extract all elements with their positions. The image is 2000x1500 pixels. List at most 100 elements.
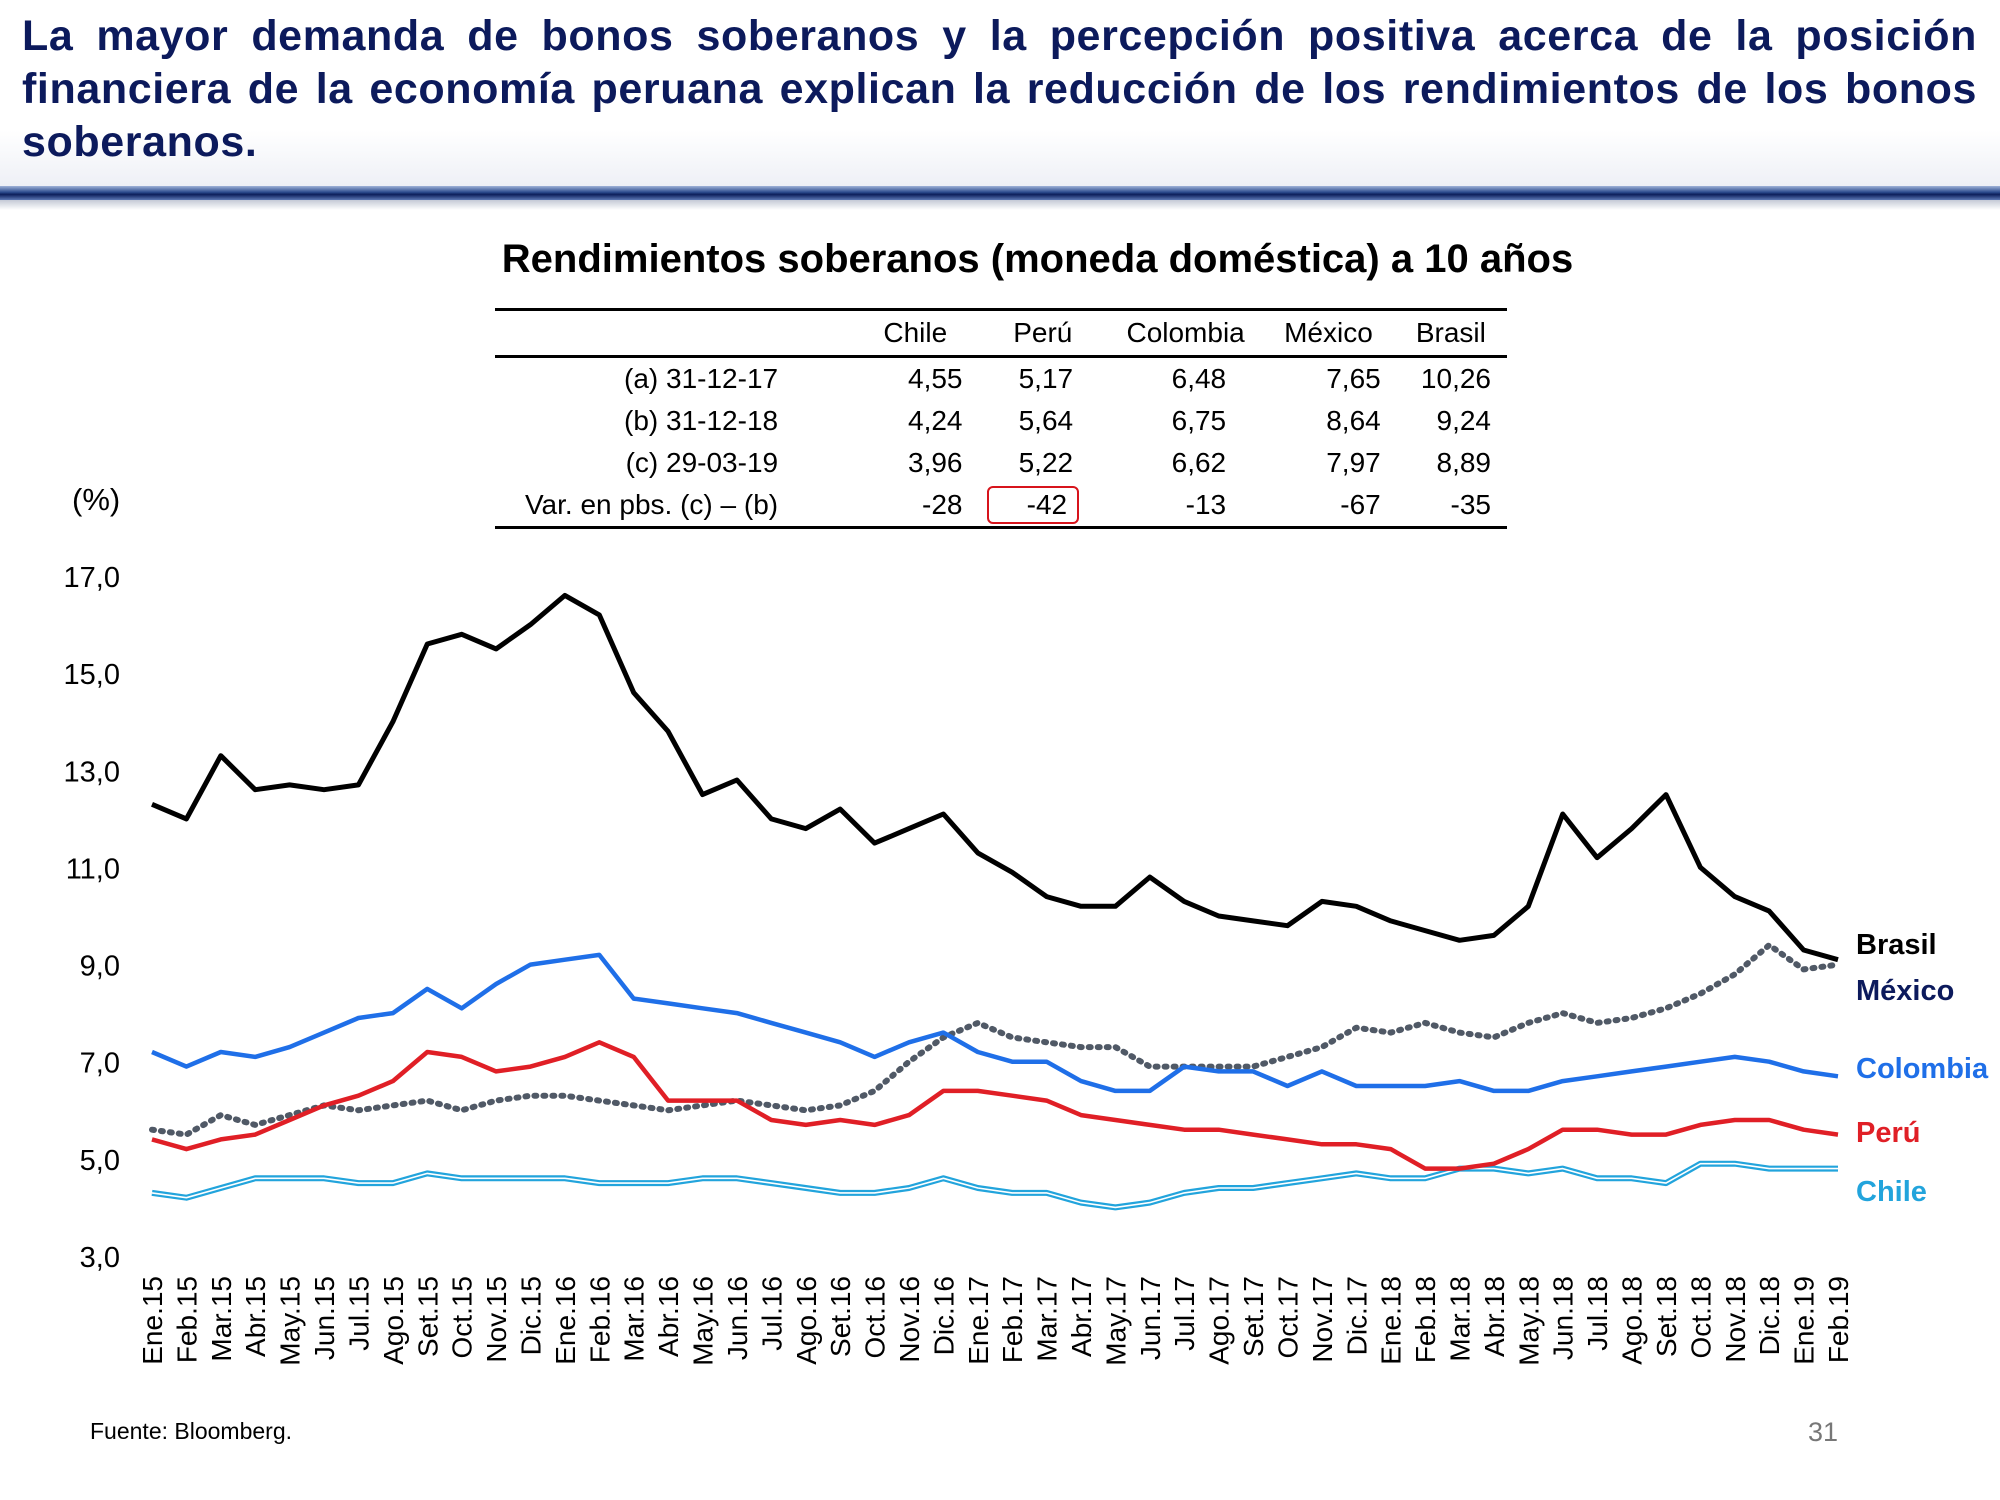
table-row: (c) 29-03-19 3,96 5,22 6,62 7,97 8,89 — [495, 442, 1507, 484]
x-tick-label: Abr.18 — [1479, 1276, 1510, 1357]
series-line-colombia — [151, 952, 1839, 1094]
slide-headline: La mayor demanda de bonos soberanos y la… — [22, 12, 1977, 166]
y-axis-unit-label: (%) — [72, 482, 121, 517]
x-tick-label: Feb.18 — [1410, 1276, 1441, 1363]
x-tick-label: Mar.15 — [206, 1276, 237, 1362]
table-cell: -28 — [854, 484, 977, 529]
page-number: 31 — [1808, 1417, 1839, 1447]
x-tick-label: May.17 — [1100, 1276, 1131, 1366]
series-labels: Brasil México Colombia Perú Chile — [1856, 929, 1989, 1208]
header-divider-shadow — [0, 200, 2000, 210]
series-lines — [149, 592, 1841, 1211]
x-tick-label: Set.18 — [1651, 1276, 1682, 1357]
slide-header: La mayor demanda de bonos soberanos y la… — [0, 0, 2000, 186]
col-header-brasil: Brasil — [1394, 308, 1507, 358]
x-tick-label: Ene.19 — [1789, 1276, 1820, 1365]
x-tick-label: Oct.16 — [860, 1276, 891, 1358]
series-line-mexico — [149, 942, 1841, 1138]
y-tick-label: 9,0 — [80, 951, 120, 983]
y-tick-label: 11,0 — [66, 853, 120, 885]
x-tick-label: Dic.17 — [1341, 1276, 1372, 1355]
yields-summary-table: Chile Perú Colombia México Brasil (a) 31… — [495, 308, 1507, 529]
x-tick-label: Feb.17 — [997, 1276, 1028, 1363]
y-tick-label: 7,0 — [80, 1048, 120, 1080]
table-cell: 3,96 — [908, 447, 963, 478]
table-cell-highlight: -42 — [976, 484, 1110, 529]
table-cell: 5,22 — [1018, 447, 1074, 478]
table-cell: 9,24 — [1436, 405, 1492, 436]
table-row: Var. en pbs. (c) – (b) -28 -42 -13 -67 -… — [495, 484, 1507, 529]
series-label-colombia: Colombia — [1856, 1053, 1989, 1085]
x-tick-label: Jul.15 — [343, 1276, 374, 1351]
col-header-chile: Chile — [854, 308, 977, 358]
x-tick-label: Feb.16 — [584, 1276, 615, 1363]
table-cell: 6,62 — [1171, 447, 1227, 478]
col-header-colombia: Colombia — [1109, 308, 1263, 358]
series-label-chile: Chile — [1856, 1176, 1927, 1208]
source-note: Fuente: Bloomberg. — [90, 1418, 293, 1444]
x-tick-label: May.15 — [275, 1276, 306, 1366]
table-cell: 10,26 — [1420, 363, 1491, 394]
x-tick-label: Abr.17 — [1066, 1276, 1097, 1357]
x-tick-label: Feb.15 — [171, 1276, 202, 1363]
x-tick-label: Ene.16 — [550, 1276, 581, 1365]
row-label: (a) 31-12-17 — [624, 363, 779, 394]
table-cell: 7,97 — [1326, 447, 1381, 478]
table-cell: 8,64 — [1326, 405, 1381, 436]
x-tick-label: Jul.18 — [1582, 1276, 1613, 1351]
y-tick-label: 3,0 — [80, 1242, 120, 1274]
x-tick-label: May.16 — [688, 1276, 719, 1366]
x-tick-label: Jun.15 — [309, 1276, 340, 1360]
x-tick-label: Jun.18 — [1548, 1276, 1579, 1360]
table-corner-cell — [495, 308, 855, 358]
chart-title-wrapper: Rendimientos soberanos (moneda doméstica… — [0, 237, 1920, 282]
x-tick-label: Dic.16 — [928, 1276, 959, 1355]
series-label-brasil: Brasil — [1856, 929, 1937, 961]
table-cell: -13 — [1109, 484, 1263, 529]
x-tick-label: Mar.18 — [1445, 1276, 1476, 1362]
x-tick-label: Dic.15 — [515, 1276, 546, 1355]
row-label: (c) 29-03-19 — [625, 447, 779, 478]
x-tick-label: Nov.18 — [1720, 1276, 1751, 1363]
x-tick-label: Ago.15 — [378, 1276, 409, 1365]
x-tick-label: Nov.15 — [481, 1276, 512, 1363]
table-row: (a) 31-12-17 4,55 5,17 6,48 7,65 10,26 — [495, 357, 1507, 401]
x-tick-label: Set.16 — [825, 1276, 856, 1357]
x-tick-label: Jul.17 — [1169, 1276, 1200, 1351]
x-tick-label: Jun.16 — [722, 1276, 753, 1360]
y-tick-label: 17,0 — [64, 562, 120, 594]
x-tick-label: Nov.17 — [1307, 1276, 1338, 1363]
series-line-chile — [151, 1160, 1838, 1211]
x-tick-label: Ago.16 — [791, 1276, 822, 1365]
y-tick-label: 15,0 — [64, 659, 120, 691]
table-row: (b) 31-12-18 4,24 5,64 6,75 8,64 9,24 — [495, 400, 1507, 442]
table-cell: -67 — [1262, 484, 1395, 529]
table-cell: 4,24 — [908, 405, 963, 436]
table-cell: -35 — [1394, 484, 1507, 529]
header-divider — [0, 186, 2000, 200]
table-header-row: Chile Perú Colombia México Brasil — [495, 308, 1507, 358]
table-cell: 5,64 — [1018, 405, 1074, 436]
x-tick-label: Ago.17 — [1204, 1276, 1235, 1365]
x-axis-ticks: Ene.15 Feb.15 Mar.15 Abr.15 May.15 Jun.15 Jul.… — [137, 1276, 1854, 1366]
series-label-peru: Perú — [1856, 1117, 1920, 1149]
series-line-inner-chile — [151, 1162, 1838, 1209]
table-cell: 8,89 — [1436, 447, 1492, 478]
series-line-brasil — [151, 592, 1839, 963]
y-tick-label: 13,0 — [64, 756, 120, 788]
x-tick-label: May.18 — [1513, 1276, 1544, 1366]
x-tick-label: Mar.17 — [1032, 1276, 1063, 1362]
x-tick-label: Oct.15 — [447, 1276, 478, 1358]
row-label: Var. en pbs. (c) – (b) — [495, 484, 855, 529]
table-cell: 6,48 — [1171, 363, 1227, 394]
series-label-mexico: México — [1856, 975, 1954, 1007]
y-tick-label: 5,0 — [80, 1145, 120, 1177]
x-tick-label: Set.15 — [412, 1276, 443, 1357]
y-axis-ticks: 17,0 15,0 13,0 11,0 9,0 7,0 5,0 3,0 — [64, 562, 120, 1274]
x-tick-label: Oct.18 — [1685, 1276, 1716, 1358]
x-tick-label: Ene.15 — [137, 1276, 168, 1365]
col-header-mexico: México — [1262, 308, 1395, 358]
x-tick-label: Ene.18 — [1376, 1276, 1407, 1365]
x-tick-label: Set.17 — [1238, 1276, 1269, 1357]
x-tick-label: Nov.16 — [894, 1276, 925, 1363]
